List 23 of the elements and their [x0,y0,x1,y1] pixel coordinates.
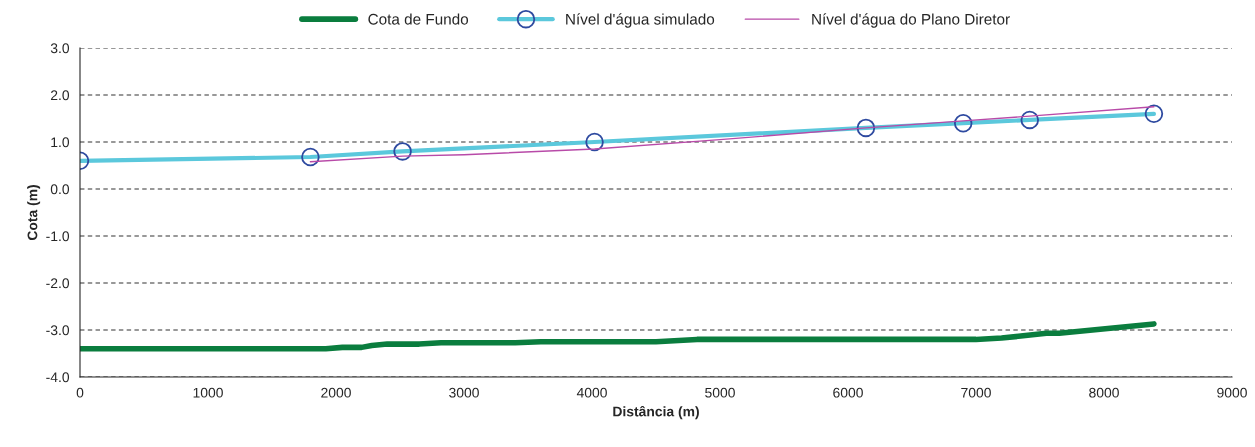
x-tick-label: 7000 [961,387,991,398]
y-tick-label: -2.0 [46,278,70,289]
legend-label: Nível d'água do Plano Diretor [812,13,1010,28]
y-tick-label: 3.0 [50,43,70,54]
x-tick-label: 3000 [449,387,479,398]
x-tick-label: 0 [76,387,84,398]
legend-label: Cota de Fundo [368,13,469,25]
y-tick-label: 0.0 [50,184,70,195]
y-axis-title: Cota (m) [27,185,41,241]
x-tick-label: 9000 [1217,387,1247,398]
x-axis-title: Distância (m) [613,405,699,420]
y-tick-label: -1.0 [46,231,70,242]
x-tick-label: 6000 [833,387,863,398]
y-tick-label: 2.0 [50,90,70,101]
x-tick-label: 1000 [193,387,223,398]
y-tick-label: 1.0 [51,137,70,148]
y-tick-label: -3.0 [46,325,70,336]
y-tick-label: -4.0 [46,372,70,383]
legend-label: Nível d'água simulado [566,13,715,28]
x-tick-label: 8000 [1089,387,1119,398]
x-tick-label: 4000 [576,387,607,398]
x-tick-label: 5000 [705,387,735,398]
x-tick-label: 2000 [321,387,351,398]
